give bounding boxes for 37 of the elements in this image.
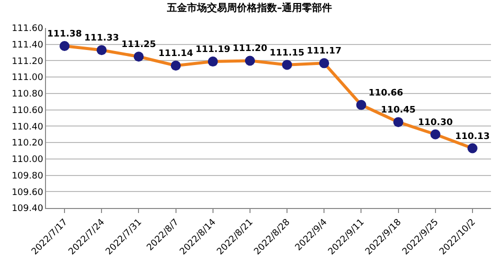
y-tick-label: 110.60 bbox=[12, 106, 44, 116]
point bbox=[60, 41, 70, 51]
data-label: 111.38 bbox=[47, 30, 82, 40]
y-tick-label: 111.20 bbox=[12, 56, 44, 67]
data-label: 110.45 bbox=[380, 106, 416, 116]
point bbox=[467, 143, 478, 154]
y-tick-label: 111.00 bbox=[12, 73, 44, 84]
point bbox=[134, 52, 144, 62]
data-label: 111.20 bbox=[232, 44, 268, 54]
y-tick-label: 110.00 bbox=[12, 155, 44, 166]
y-tick-label: 110.20 bbox=[12, 138, 44, 149]
y-tick-label: 111.60 bbox=[12, 24, 44, 34]
data-label: 111.14 bbox=[158, 49, 194, 60]
data-label: 110.66 bbox=[368, 88, 404, 98]
point bbox=[208, 56, 218, 67]
data-label: 111.25 bbox=[121, 40, 156, 50]
chart-title: 五金市场交易周价格指数–通用零部件 bbox=[166, 2, 332, 14]
data-label: 111.17 bbox=[306, 46, 342, 57]
data-label: 111.15 bbox=[270, 48, 304, 58]
data-label: 110.30 bbox=[418, 118, 453, 128]
y-tick-label: 111.40 bbox=[12, 40, 44, 51]
data-label: 110.13 bbox=[455, 132, 490, 142]
point bbox=[244, 56, 255, 66]
y-tick-label: 110.80 bbox=[12, 90, 44, 100]
y-tick-label: 110.40 bbox=[12, 122, 44, 132]
point bbox=[319, 58, 330, 68]
point bbox=[282, 60, 292, 70]
y-tick-label: 109.80 bbox=[12, 171, 44, 182]
data-label: 111.19 bbox=[196, 45, 230, 56]
y-tick-label: 109.40 bbox=[12, 204, 44, 214]
point bbox=[356, 100, 366, 110]
point bbox=[430, 129, 440, 140]
y-tick-label: 109.60 bbox=[12, 188, 44, 198]
point bbox=[96, 45, 107, 56]
point bbox=[170, 60, 181, 71]
data-label: 111.33 bbox=[84, 34, 119, 44]
point bbox=[393, 117, 404, 128]
